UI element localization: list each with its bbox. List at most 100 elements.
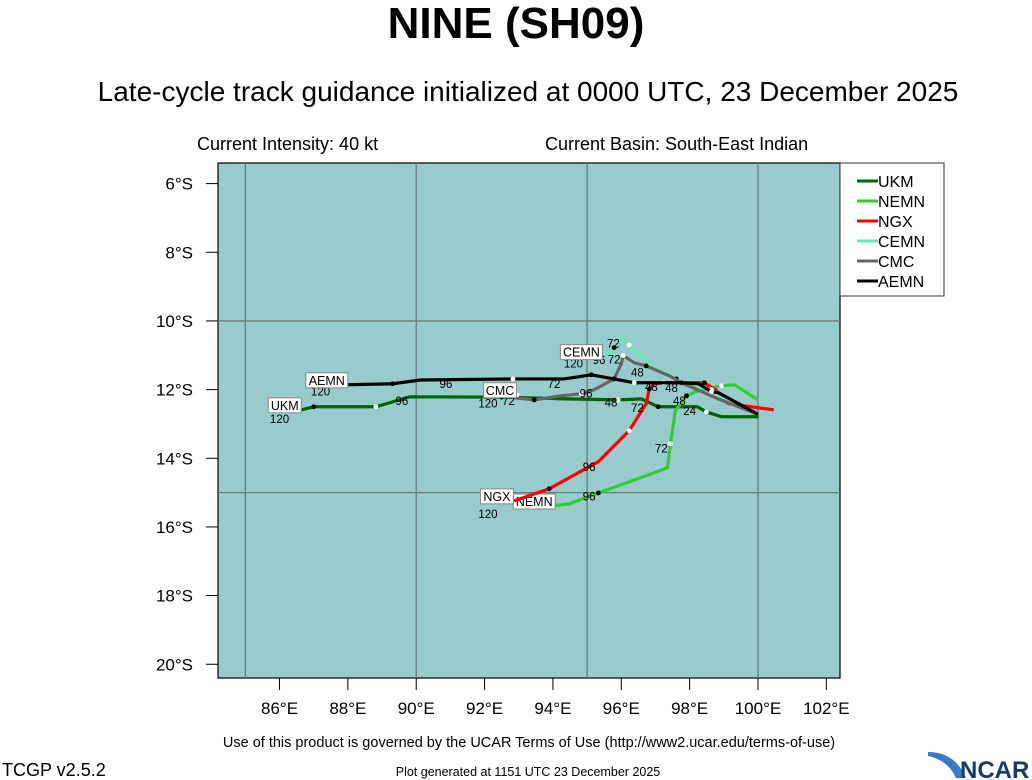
legend-box (839, 162, 945, 297)
track-point (646, 386, 652, 392)
ncar-logo-text: NCAR (960, 757, 1029, 780)
lon-tick-label: 96°E (603, 699, 640, 718)
track-point (655, 404, 661, 410)
model-label-box (479, 488, 514, 505)
track-point (631, 380, 637, 386)
legend-label: UKM (878, 174, 914, 191)
lon-tick-label: 92°E (466, 699, 503, 718)
forecast-hour-label: 120 (311, 386, 330, 398)
track-point (626, 428, 632, 434)
forecast-hour-label: 72 (631, 403, 644, 415)
track-point (679, 380, 684, 386)
lat-tick-label: 20°S (156, 655, 193, 674)
terms-of-use: Use of this product is governed by the U… (223, 735, 835, 751)
track-point (643, 363, 649, 369)
lon-tick-label: 88°E (329, 699, 366, 718)
lat-tick-label: 16°S (156, 518, 193, 537)
track-point (546, 486, 552, 492)
legend-label: CEMN (878, 234, 925, 251)
track-point (719, 383, 724, 389)
map-ocean-area (217, 162, 841, 679)
version-label: TCGP v2.5.2 (2, 760, 106, 780)
model-label: AEMN (309, 374, 345, 388)
forecast-hour-label: 48 (665, 383, 678, 395)
track-point (595, 490, 601, 496)
current-basin: Current Basin: South-East Indian (545, 134, 808, 154)
model-label-box (305, 372, 349, 389)
forecast-hour-label: 48 (645, 382, 658, 394)
map-grid (218, 163, 840, 678)
track-point (531, 397, 537, 403)
ncar-logo: NCAR (928, 752, 1029, 780)
model-label: CMC (486, 384, 514, 398)
forecast-hour-label: 120 (270, 414, 289, 426)
track-point (510, 376, 516, 382)
forecast-hour-label: 72 (608, 355, 621, 367)
track-point (578, 391, 584, 397)
legend: UKM NEMN NGX CEMN CMC AEMN (839, 162, 945, 297)
track-point (626, 342, 632, 348)
forecast-hour-label: 96 (583, 462, 596, 474)
model-label: NGX (483, 490, 511, 504)
lat-tick-label: 14°S (156, 449, 193, 468)
lon-tick-label: 98°E (671, 699, 708, 718)
track-point (701, 380, 707, 386)
track-point (703, 409, 709, 415)
forecast-hour-label: 48 (631, 367, 644, 379)
legend-label: NGX (878, 214, 913, 231)
legend-label: CMC (878, 254, 914, 271)
track-line (343, 373, 759, 416)
track-point (311, 404, 317, 410)
lon-tick-label: 94°E (534, 699, 571, 718)
forecast-hour-label: 48 (605, 398, 618, 410)
lat-tick-label: 18°S (156, 587, 193, 606)
track-point (684, 393, 689, 399)
axis-ticks: 86°E 88°E 90°E 92°E 94°E 96°E 98°E 100°E 102°E 6°… (156, 175, 850, 718)
track-point (611, 345, 617, 351)
lon-tick-label: 102°E (803, 699, 850, 718)
storm-title: NINE (SH09) (388, 0, 645, 48)
legend-label: NEMN (878, 194, 925, 211)
track-line (512, 354, 759, 416)
model-label-box (483, 382, 518, 399)
track-point (668, 441, 673, 447)
lat-tick-label: 8°S (165, 243, 193, 262)
lon-tick-label: 86°E (261, 699, 298, 718)
lat-tick-label: 12°S (156, 381, 193, 400)
ncar-logo-swoosh-icon (928, 752, 966, 778)
track-point (390, 381, 396, 387)
track-line (551, 383, 759, 508)
track-point (709, 389, 714, 395)
forecast-hour-label: 120 (564, 359, 583, 371)
current-intensity: Current Intensity: 40 kt (197, 134, 378, 154)
track-point (373, 404, 379, 410)
lon-tick-label: 90°E (398, 699, 435, 718)
model-label: UKM (271, 399, 299, 413)
forecast-hour-label: 72 (548, 379, 561, 391)
generated-time: Plot generated at 1151 UTC 23 December 2… (396, 765, 661, 779)
lat-tick-label: 6°S (165, 175, 193, 194)
model-label-box (559, 344, 603, 361)
forecast-hour-label: 24 (683, 406, 696, 418)
legend-label: AEMN (878, 274, 924, 291)
model-label: CEMN (563, 346, 600, 360)
track-point (620, 353, 626, 359)
forecast-hour-label: 96 (440, 379, 453, 391)
forecast-hour-label: 72 (607, 339, 620, 351)
forecast-hour-label: 96 (580, 389, 593, 401)
track-point (615, 397, 621, 403)
forecast-hour-label: 120 (478, 398, 497, 410)
subtitle: Late-cycle track guidance initialized at… (98, 76, 959, 107)
forecast-hour-label: 48 (673, 396, 686, 408)
lat-tick-label: 10°S (156, 312, 193, 331)
forecast-hour-label: 72 (655, 444, 668, 456)
model-label-box (267, 397, 302, 414)
forecast-hour-label: 120 (478, 509, 497, 521)
forecast-hour-label: 96 (583, 492, 596, 504)
forecast-hour-label: 72 (502, 396, 515, 408)
